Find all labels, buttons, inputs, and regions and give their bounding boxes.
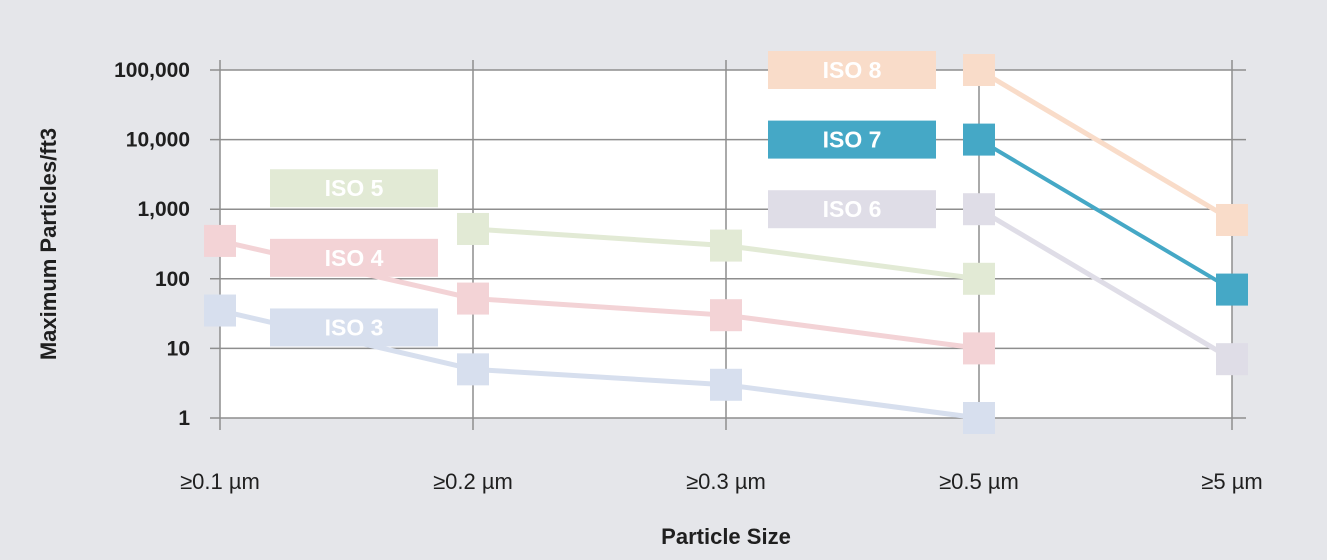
data-point-iso-4 [710, 299, 742, 332]
series-label-box [768, 51, 936, 89]
series-label-box [768, 190, 936, 229]
series-label-box [270, 308, 438, 347]
series-label-box [270, 169, 438, 208]
series-label-iso-5: ISO 5 [270, 169, 438, 208]
data-point-iso-7 [963, 123, 995, 156]
x-tick-label: ≥0.1 µm [180, 469, 260, 494]
y-tick-label: 100,000 [114, 59, 190, 82]
y-tick-label: 100 [155, 268, 190, 291]
series-label-layer: ISO 3 ISO 4 ISO 5 ISO 6 ISO 8 ISO 7 [270, 51, 936, 347]
series-label-text: ISO 3 [325, 314, 384, 340]
y-axis-title: Maximum Particles/ft3 [36, 128, 61, 360]
y-tick-label: 10 [167, 337, 190, 360]
series-label-box [270, 238, 438, 277]
data-point-iso-5 [457, 212, 489, 245]
series-layer [204, 54, 1248, 434]
series-label-box [768, 120, 936, 159]
data-point-iso-3 [710, 368, 742, 401]
data-point-iso-5 [963, 262, 995, 295]
series-label-iso-8: ISO 8 [768, 51, 936, 89]
data-point-iso-8 [1216, 203, 1248, 236]
y-tick-labels: 1 10 100 1,000 10,000 100,000 [114, 59, 190, 430]
data-point-iso-4 [457, 282, 489, 315]
x-axis-title: Particle Size [661, 524, 791, 549]
x-tick-labels: ≥0.1 µm ≥0.2 µm ≥0.3 µm ≥0.5 µm ≥5 µm [180, 469, 1263, 494]
series-label-text: ISO 7 [823, 127, 882, 153]
y-tick-label: 10,000 [126, 129, 190, 152]
series-label-iso-6: ISO 6 [768, 190, 936, 229]
series-label-text: ISO 4 [325, 245, 384, 271]
series-label-text: ISO 6 [823, 196, 882, 222]
series-line-iso-7 [977, 137, 1234, 292]
data-point-iso-3 [204, 294, 236, 327]
data-point-iso-3 [457, 353, 489, 386]
x-tick-label: ≥0.3 µm [686, 469, 766, 494]
data-point-iso-4 [204, 224, 236, 257]
series-label-text: ISO 8 [823, 57, 882, 83]
data-point-iso-6 [963, 193, 995, 226]
series-label-iso-4: ISO 4 [270, 238, 438, 277]
data-point-iso-6 [1216, 343, 1248, 376]
data-point-iso-3 [963, 402, 995, 434]
y-tick-label: 1,000 [137, 198, 190, 221]
data-point-iso-4 [963, 332, 995, 365]
data-point-iso-8 [963, 54, 995, 86]
x-tick-label: ≥0.5 µm [939, 469, 1019, 494]
series-label-iso-7: ISO 7 [768, 120, 936, 159]
series-line-iso-8 [977, 67, 1234, 223]
data-point-iso-7 [1216, 273, 1248, 306]
series-line-iso-6 [977, 207, 1234, 362]
series-label-text: ISO 5 [325, 175, 384, 201]
series-label-iso-3: ISO 3 [270, 308, 438, 347]
x-tick-label: ≥5 µm [1201, 469, 1262, 494]
data-point-iso-5 [710, 229, 742, 262]
x-tick-label: ≥0.2 µm [433, 469, 513, 494]
y-tick-label: 1 [178, 407, 190, 430]
